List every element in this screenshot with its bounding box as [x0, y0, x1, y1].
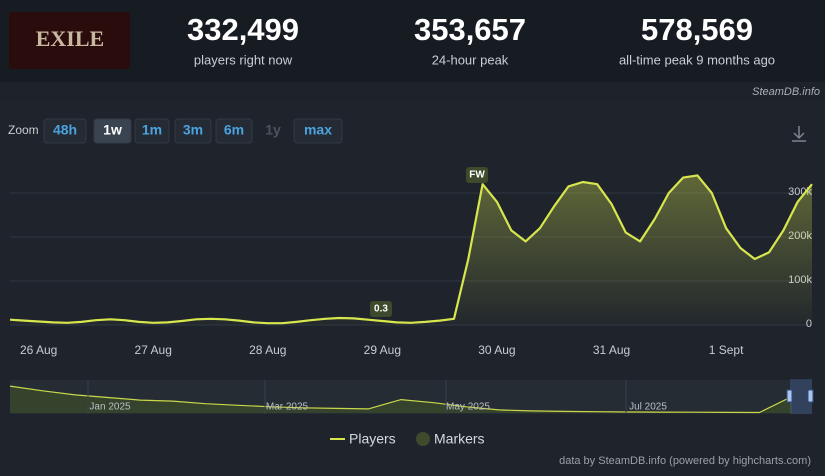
- zoom-option[interactable]: 1m: [142, 122, 162, 138]
- marker[interactable]: [370, 301, 392, 317]
- x-tick-label: 1 Sept: [709, 343, 744, 357]
- zoom-option[interactable]: 6m: [224, 122, 244, 138]
- legend-label[interactable]: Players: [349, 431, 396, 447]
- navigator-label: Jul 2025: [629, 402, 667, 413]
- legend-swatch: [416, 432, 430, 446]
- navigator-handle[interactable]: [786, 389, 793, 403]
- navigator-handle[interactable]: [807, 389, 814, 403]
- marker-label[interactable]: FW: [469, 170, 485, 181]
- x-tick-label: 27 Aug: [135, 343, 172, 357]
- marker-label[interactable]: 0.3: [374, 304, 388, 315]
- zoom-option[interactable]: 48h: [53, 122, 77, 138]
- download-icon[interactable]: [792, 126, 806, 142]
- navigator-line: [9, 385, 793, 414]
- zoom-button[interactable]: [293, 118, 343, 144]
- header: [0, 0, 825, 82]
- area: [10, 175, 812, 325]
- legend-label[interactable]: Markers: [434, 431, 485, 447]
- navigator-area: [10, 386, 792, 413]
- x-tick-label: 26 Aug: [20, 343, 57, 357]
- stat-label: all-time peak 9 months ago: [619, 52, 775, 67]
- stat-label: 24-hour peak: [432, 52, 509, 67]
- x-tick-label: 30 Aug: [478, 343, 515, 357]
- game-logo[interactable]: [9, 12, 130, 69]
- line: [9, 174, 813, 325]
- stat-value: 578,569: [641, 12, 753, 47]
- stat-label: players right now: [194, 52, 293, 67]
- navigator-label: Mar 2025: [266, 402, 309, 413]
- x-tick-label: 28 Aug: [249, 343, 286, 357]
- zoom-button[interactable]: [43, 118, 87, 144]
- navigator-label: May 2025: [446, 402, 490, 413]
- zoom-option[interactable]: 3m: [183, 122, 203, 138]
- source[interactable]: SteamDB.info: [752, 86, 820, 98]
- x-tick-label: 31 Aug: [593, 343, 630, 357]
- stat-value: 332,499: [187, 12, 299, 47]
- navigator-label: Jan 2025: [89, 402, 131, 413]
- zoom-option[interactable]: 1w: [103, 122, 122, 138]
- zoom-button[interactable]: [215, 118, 253, 144]
- navigator-range[interactable]: [790, 379, 812, 414]
- x-tick-label: 29 Aug: [364, 343, 401, 357]
- credit[interactable]: data by SteamDB.info (powered by highcha…: [559, 455, 811, 467]
- logo-text: EXILE: [36, 26, 104, 51]
- zoom-option: 1y: [265, 122, 281, 138]
- zoom-button[interactable]: [134, 118, 170, 144]
- stat-value: 353,657: [414, 12, 526, 47]
- zoom-label: Zoom: [8, 123, 39, 137]
- zoom-button[interactable]: [174, 118, 212, 144]
- zoom-button[interactable]: [93, 118, 132, 144]
- zoom-option[interactable]: max: [304, 122, 332, 138]
- marker[interactable]: [466, 167, 488, 183]
